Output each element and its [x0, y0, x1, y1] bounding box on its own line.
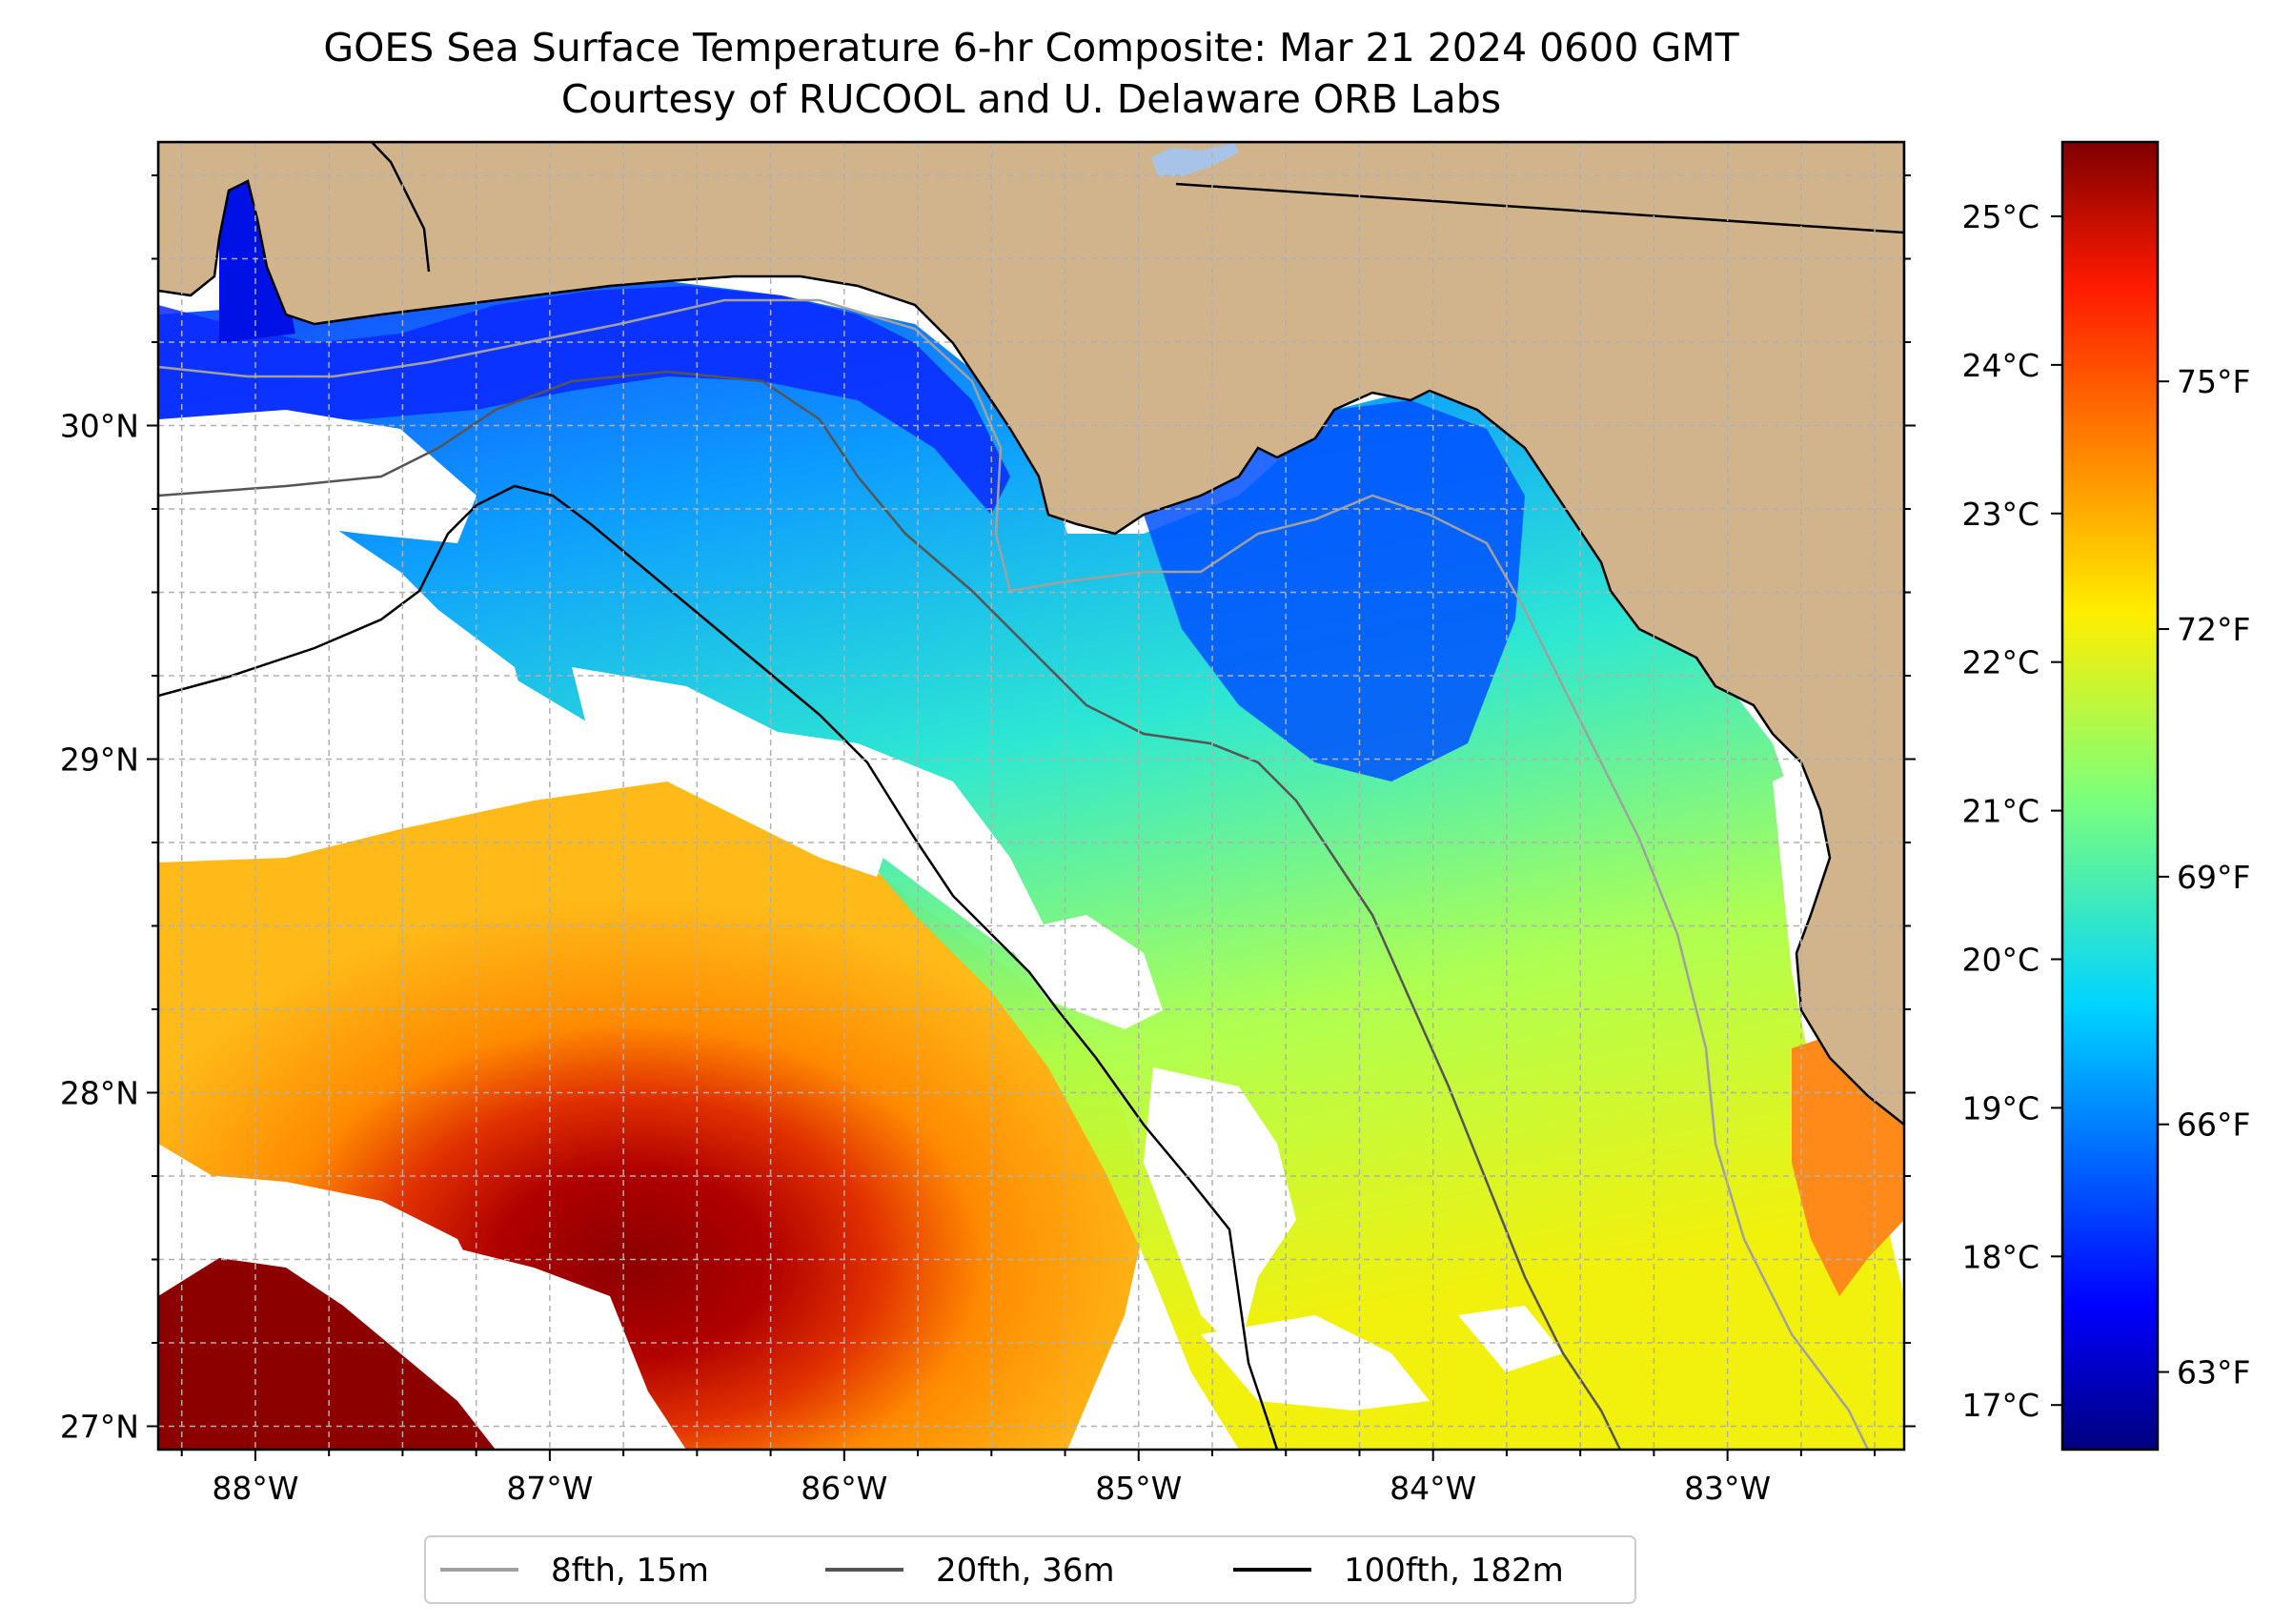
lon-tick-label: 86°W [801, 1470, 887, 1507]
state-border-west [371, 142, 431, 273]
colorbar-fahrenheit-axis: 75°F 72°F 69°F 66°F 63°F [2158, 363, 2250, 1391]
legend-label-8fth: 8fth, 15m [551, 1552, 709, 1590]
fahrenheit-tick-label: 63°F [2177, 1354, 2250, 1391]
sst-cold-bigbend [1144, 400, 1525, 782]
lat-axis: 27°N 28°N 29°N 30°N [60, 174, 1916, 1446]
map-title: GOES Sea Surface Temperature 6-hr Compos… [323, 25, 1739, 71]
lon-axis: 88°W 87°W 86°W 85°W 84°W 83°W [180, 1450, 1877, 1507]
lon-tick-label: 85°W [1095, 1470, 1182, 1507]
celsius-tick-label: 21°C [1961, 793, 2039, 830]
land-gulf-coast [158, 142, 1904, 1127]
sst-deep-red-southwest [158, 1258, 496, 1450]
lat-tick-label: 28°N [60, 1075, 139, 1112]
lat-tick-label: 27°N [60, 1409, 139, 1446]
fahrenheit-tick-label: 66°F [2177, 1106, 2250, 1144]
map-frame [156, 140, 1906, 1451]
state-border-line [1175, 182, 1904, 234]
legend-frame [424, 1535, 1636, 1604]
contour-20fth [158, 370, 1622, 1450]
celsius-tick-label: 20°C [1961, 942, 2039, 979]
sst-warm-region [158, 782, 1144, 1450]
fahrenheit-tick-label: 72°F [2177, 611, 2250, 648]
celsius-tick-label: 19°C [1961, 1089, 2039, 1127]
fahrenheit-tick-label: 75°F [2177, 363, 2250, 400]
sst-cold-bay [219, 176, 295, 343]
lon-tick-label: 84°W [1390, 1470, 1476, 1507]
celsius-tick-label: 23°C [1961, 496, 2039, 533]
map-gridlines [158, 142, 1904, 1450]
lat-tick-label: 30°N [60, 408, 139, 445]
fahrenheit-tick-label: 69°F [2177, 859, 2250, 896]
celsius-tick-label: 22°C [1961, 644, 2039, 681]
celsius-tick-label: 25°C [1961, 198, 2039, 235]
contour-8fth [158, 298, 1870, 1450]
colorbar-celsius-axis: 25°C 24°C 23°C 22°C 21°C 20°C 19°C 18°C 17°C [1961, 198, 2062, 1424]
lat-tick-label: 29°N [60, 741, 139, 779]
celsius-tick-label: 18°C [1961, 1238, 2039, 1275]
lon-tick-label: 83°W [1684, 1470, 1771, 1507]
map-panel [158, 142, 1904, 1450]
colorbar [2060, 140, 2160, 1451]
legend-label-20fth: 20fth, 36m [936, 1552, 1115, 1590]
legend-label-100fth: 100fth, 182m [1344, 1552, 1564, 1590]
contour-100fth [158, 484, 1279, 1450]
lake-pontchartrain [1151, 143, 1239, 176]
celsius-tick-label: 24°C [1961, 347, 2039, 384]
lon-tick-label: 87°W [506, 1470, 593, 1507]
contour-legend: 8fth, 15m 20fth, 36m 100fth, 182m [424, 1535, 1636, 1604]
map-subtitle: Courtesy of RUCOOL and U. Delaware ORB L… [561, 76, 1501, 122]
lon-tick-label: 88°W [212, 1470, 298, 1507]
sst-cold-nearshore [158, 286, 1010, 515]
celsius-tick-label: 17°C [1961, 1387, 2039, 1424]
